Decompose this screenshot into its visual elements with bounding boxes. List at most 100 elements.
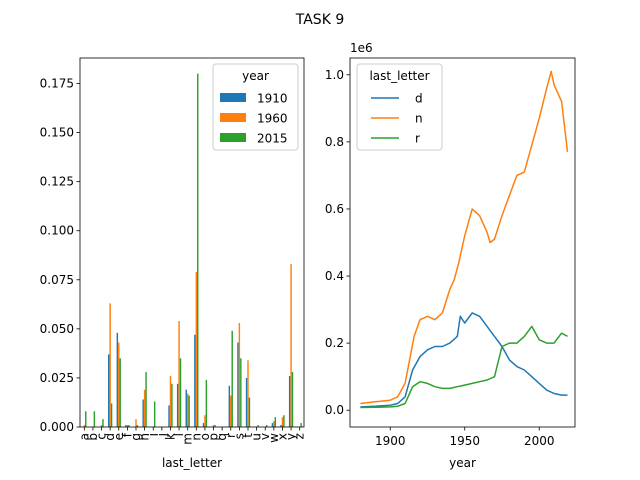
bar-1960-r [230,395,232,427]
y-tick-label: 1.0 [325,68,344,82]
bar-1960-f [126,425,129,427]
y-tick-label: 0.6 [325,202,344,216]
legend-title: last_letter [369,69,429,83]
bar-2015-w [274,417,276,427]
y-tick-label: 0.100 [40,224,74,238]
plot-frame [349,57,576,428]
y-tick-label: 0.4 [325,269,344,283]
right-line-chart: 0.0 0.2 0.4 0.6 0.8 1.0 1900 1950 2000 1e6 year las… [325,41,576,470]
legend-swatch-2015 [220,133,246,142]
bar-1960-m [186,393,189,427]
y-tick-label: 0.025 [40,371,74,385]
x-tick-label: s [232,433,246,439]
x-tick-label: l [172,433,186,436]
y-tick-label: 0.0 [325,403,344,417]
bar-1910-r [228,385,231,427]
x-tick-label: 1900 [375,434,406,448]
bar-1910-l [176,383,179,427]
bar-2015-v [265,425,268,427]
bar-2015-r [231,330,233,427]
bar-1960-y [290,264,292,427]
bar-1910-w [271,423,274,427]
x-tick-label: q [215,433,229,441]
x-tick-label: f [120,432,134,437]
bar-1960-s [238,322,241,427]
bar-2015-g [136,425,139,427]
bar-1960-w [273,421,275,427]
x-tick-label: c [95,433,109,440]
legend-box [356,63,443,151]
bar-1960-k [169,375,172,427]
plot-frame [79,57,305,428]
bar-2015-f [128,425,130,427]
bar-1960-p [212,425,215,427]
bar-2015-c [102,419,104,427]
x-tick-label: n [189,433,203,441]
bar-1910-d [108,354,110,427]
x-tick-label: w [267,433,281,443]
x-tick-label: 1950 [449,434,480,448]
bar-2015-b [93,411,96,427]
figure-suptitle: TASK 9 [295,12,344,28]
bar-2015-m [188,395,190,427]
legend-label: 2015 [257,132,288,146]
bar-1910-h [142,399,144,427]
bar-1960-d [109,303,111,427]
legend-label: 1910 [257,92,288,106]
x-tick-label: d [103,433,117,441]
legend-swatch-1910 [220,93,246,102]
bar-1910-t [245,377,248,427]
x-tick-label: p [207,433,221,441]
legend-box [212,63,299,151]
bar-1910-n [194,334,196,427]
x-tick-label: x [275,433,289,440]
bar-2015-t [248,397,251,427]
bar-2015-i [153,401,156,427]
legend-title: year [242,69,269,83]
x-tick-label: u [250,433,264,441]
x-tick-label: 2000 [524,434,555,448]
bar-2015-h [145,372,147,427]
x-tick-label: o [198,433,212,440]
x-tick-label: m [181,433,195,445]
bar-1910-o [202,423,205,427]
bar-2015-z [300,423,302,427]
bar-2015-s [240,358,242,427]
line-series-n [360,70,569,405]
legend-label: n [415,112,423,126]
bar-1960-a [83,425,86,427]
bar-1960-n [195,271,198,427]
x-tick-label: t [241,433,255,438]
x-tick-label: j [155,433,169,437]
bar-1960-c [100,425,103,427]
y-tick-label: 0.8 [325,135,344,149]
bar-1910-m [185,389,187,427]
x-tick-label: a [77,433,91,440]
y-offset-label: 1e6 [350,41,373,55]
x-tick-label: i [146,433,160,436]
bar-2015-o [205,379,208,427]
bar-1960-t [247,360,249,427]
y-tick-label: 0.175 [40,77,74,91]
bar-2015-p [214,425,216,427]
line-series-d [360,312,568,408]
y-tick-label: 0.150 [40,126,74,140]
bar-2015-e [119,358,121,427]
bar-1910-s [237,342,239,427]
y-tick-label: 0.000 [40,420,74,434]
x-tick-label: g [129,433,143,441]
x-axis-label: year [449,456,476,470]
bar-1910-y [288,375,291,427]
x-tick-label: y [284,433,298,440]
bar-2015-x [283,415,285,427]
y-tick-label: 0.075 [40,273,74,287]
bar-2015-k [171,383,173,427]
bar-2015-u [257,425,259,427]
bar-1960-h [143,389,146,427]
bar-2015-a [85,411,87,427]
bar-1960-e [118,342,120,427]
x-tick-label: b [86,433,100,441]
bar-1960-g [135,419,137,427]
bar-1910-e [116,332,119,427]
